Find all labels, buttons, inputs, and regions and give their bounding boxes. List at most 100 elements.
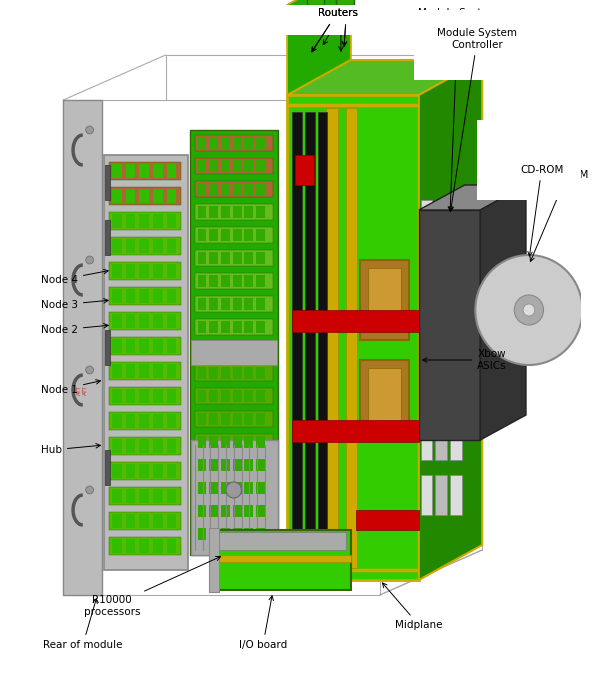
- Circle shape: [86, 366, 94, 374]
- Polygon shape: [195, 273, 273, 289]
- Polygon shape: [198, 390, 206, 402]
- Polygon shape: [256, 206, 265, 218]
- Polygon shape: [195, 250, 273, 266]
- Polygon shape: [217, 532, 346, 550]
- Circle shape: [523, 304, 535, 316]
- Polygon shape: [126, 214, 135, 228]
- Polygon shape: [450, 365, 462, 405]
- Polygon shape: [292, 310, 419, 332]
- Polygon shape: [126, 464, 135, 478]
- Polygon shape: [109, 212, 181, 230]
- Circle shape: [86, 486, 94, 494]
- Polygon shape: [109, 537, 181, 555]
- Text: Node 1: Node 1: [41, 380, 101, 395]
- Polygon shape: [166, 364, 176, 378]
- Polygon shape: [198, 367, 206, 379]
- Polygon shape: [112, 239, 122, 253]
- Polygon shape: [153, 164, 163, 178]
- Text: Midplane: Midplane: [383, 583, 443, 630]
- Polygon shape: [421, 475, 433, 515]
- Circle shape: [226, 482, 241, 498]
- Polygon shape: [450, 255, 462, 295]
- Polygon shape: [480, 185, 526, 440]
- Polygon shape: [191, 340, 277, 365]
- Polygon shape: [190, 130, 278, 555]
- Polygon shape: [209, 275, 218, 287]
- Polygon shape: [195, 296, 273, 312]
- Polygon shape: [256, 229, 265, 241]
- Polygon shape: [153, 414, 163, 428]
- Polygon shape: [233, 321, 241, 333]
- Polygon shape: [198, 505, 206, 517]
- Polygon shape: [109, 162, 181, 180]
- Circle shape: [514, 295, 544, 325]
- Polygon shape: [195, 526, 273, 542]
- Polygon shape: [153, 439, 163, 453]
- Text: ATT
ATT: ATT ATT: [77, 385, 88, 395]
- Polygon shape: [126, 239, 135, 253]
- Polygon shape: [419, 210, 480, 440]
- Polygon shape: [421, 255, 433, 295]
- Polygon shape: [195, 480, 273, 496]
- Polygon shape: [209, 206, 218, 218]
- Text: Routers: Routers: [318, 8, 358, 18]
- Polygon shape: [209, 298, 218, 310]
- Polygon shape: [436, 365, 447, 405]
- Polygon shape: [295, 155, 313, 185]
- Polygon shape: [139, 539, 149, 553]
- Polygon shape: [153, 514, 163, 528]
- Polygon shape: [209, 183, 218, 195]
- Polygon shape: [139, 364, 149, 378]
- Polygon shape: [126, 339, 135, 353]
- Polygon shape: [244, 183, 253, 195]
- Polygon shape: [450, 475, 462, 515]
- Polygon shape: [198, 436, 206, 448]
- Polygon shape: [139, 239, 149, 253]
- Polygon shape: [256, 459, 265, 471]
- Polygon shape: [292, 112, 302, 562]
- Polygon shape: [221, 344, 230, 356]
- Polygon shape: [112, 414, 122, 428]
- Polygon shape: [450, 420, 462, 460]
- Polygon shape: [233, 436, 241, 448]
- Polygon shape: [126, 439, 135, 453]
- Polygon shape: [166, 189, 176, 203]
- Polygon shape: [166, 389, 176, 403]
- Polygon shape: [244, 482, 253, 494]
- Polygon shape: [450, 310, 462, 350]
- Polygon shape: [221, 160, 230, 172]
- Polygon shape: [153, 314, 163, 328]
- Polygon shape: [109, 362, 181, 380]
- Polygon shape: [126, 264, 135, 278]
- Polygon shape: [166, 314, 176, 328]
- Polygon shape: [209, 160, 218, 172]
- Polygon shape: [195, 135, 273, 151]
- Polygon shape: [209, 528, 219, 592]
- Polygon shape: [414, 10, 581, 80]
- Polygon shape: [198, 206, 206, 218]
- Polygon shape: [287, 0, 350, 95]
- Polygon shape: [126, 164, 135, 178]
- Polygon shape: [209, 344, 218, 356]
- Polygon shape: [195, 227, 273, 243]
- Polygon shape: [209, 413, 218, 425]
- Polygon shape: [244, 390, 253, 402]
- Polygon shape: [195, 434, 273, 450]
- Polygon shape: [63, 100, 103, 595]
- Polygon shape: [421, 310, 433, 350]
- Polygon shape: [419, 185, 526, 210]
- Polygon shape: [244, 206, 253, 218]
- Polygon shape: [256, 321, 265, 333]
- Polygon shape: [139, 214, 149, 228]
- Polygon shape: [256, 160, 265, 172]
- Polygon shape: [221, 436, 230, 448]
- Polygon shape: [166, 464, 176, 478]
- Polygon shape: [336, 0, 353, 5]
- Text: Node 2: Node 2: [41, 323, 108, 335]
- Polygon shape: [109, 462, 181, 480]
- Polygon shape: [195, 411, 273, 427]
- Polygon shape: [244, 459, 253, 471]
- Polygon shape: [109, 512, 181, 530]
- Polygon shape: [195, 365, 273, 381]
- Polygon shape: [153, 264, 163, 278]
